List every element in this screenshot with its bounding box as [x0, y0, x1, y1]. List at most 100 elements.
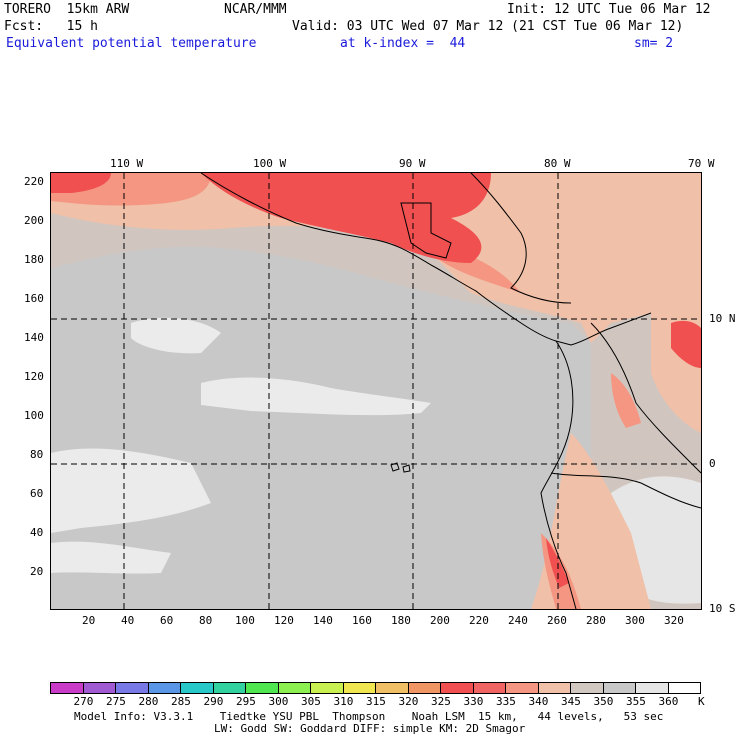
- lat-label-0: 0: [709, 457, 716, 470]
- model-info-line1: Model Info: V3.3.1 Tiedtke YSU PBL Thomp…: [74, 710, 664, 723]
- colorbar-label: 285: [171, 695, 191, 708]
- map-field-svg: [51, 173, 701, 609]
- colorbar-swatch: [277, 682, 311, 694]
- colorbar-label: 360: [658, 695, 679, 708]
- y-tick: 160: [24, 292, 44, 305]
- colorbar-swatch: [115, 682, 149, 694]
- forecast-hour: Fcst: 15 h: [4, 19, 98, 34]
- y-tick: 120: [24, 370, 44, 383]
- x-tick: 20: [82, 614, 96, 627]
- colorbar-label: 325: [431, 695, 451, 708]
- colorbar-label: 315: [366, 695, 386, 708]
- y-tick: 180: [24, 253, 44, 266]
- colorbar-label: 275: [106, 695, 126, 708]
- y-tick: 140: [24, 331, 44, 344]
- init-time: Init: 12 UTC Tue 06 Mar 12: [507, 2, 711, 17]
- colorbar-swatch: [212, 682, 246, 694]
- x-tick: 100: [235, 614, 255, 627]
- colorbar-swatch: [440, 682, 474, 694]
- x-tick: 220: [469, 614, 489, 627]
- colorbar-swatch: [602, 682, 636, 694]
- lat-label-10n: 10 N: [709, 312, 736, 325]
- y-tick: 20: [30, 565, 44, 578]
- colorbar-label: 305: [301, 695, 321, 708]
- colorbar-swatch: [50, 682, 84, 694]
- x-tick: 260: [547, 614, 567, 627]
- colorbar-swatch: [667, 682, 701, 694]
- x-tick: 180: [391, 614, 411, 627]
- valid-time: Valid: 03 UTC Wed 07 Mar 12 (21 CST Tue …: [292, 19, 684, 34]
- field-340k-land: [51, 173, 701, 343]
- colorbar-swatch: [245, 682, 279, 694]
- colorbar-label: 290: [203, 695, 224, 708]
- colorbar-swatch: [375, 682, 409, 694]
- lon-label-100w: 100 W: [253, 157, 287, 170]
- x-tick: 280: [586, 614, 606, 627]
- colorbar-unit: K: [698, 695, 705, 708]
- field-330k: [671, 320, 701, 368]
- field-335k: [611, 373, 641, 428]
- colorbar-label: 300: [268, 695, 289, 708]
- model-info-line2: LW: Godd SW: Goddard DIFF: simple KM: 2D…: [214, 722, 526, 735]
- colorbar-swatch: [537, 682, 571, 694]
- y-tick: 80: [30, 448, 44, 461]
- field-355k-patch: [51, 448, 211, 533]
- colorbar-label: 355: [626, 695, 646, 708]
- colorbar-label: 295: [236, 695, 256, 708]
- colorbar-label: 340: [528, 695, 549, 708]
- colorbar-label: 270: [73, 695, 94, 708]
- lon-label-90w: 90 W: [399, 157, 426, 170]
- colorbar-label: 330: [463, 695, 484, 708]
- coastline-pacific: [200, 173, 652, 346]
- colorbar-swatch: [570, 682, 604, 694]
- field-name: Equivalent potential temperature: [6, 36, 257, 51]
- x-tick: 200: [430, 614, 450, 627]
- colorbar-swatch: [407, 682, 441, 694]
- colorbar-swatch: [82, 682, 116, 694]
- border-ecuador-peru: [550, 472, 701, 509]
- x-tick: 80: [199, 614, 213, 627]
- field-355k-patch: [201, 377, 431, 416]
- center-label: NCAR/MMM: [224, 2, 287, 17]
- lon-label-70w: 70 W: [688, 157, 715, 170]
- field-355k-patch: [131, 317, 221, 354]
- x-tick: 320: [664, 614, 684, 627]
- colorbar-label: 345: [561, 695, 581, 708]
- x-tick: 300: [625, 614, 645, 627]
- border-colombia: [590, 322, 701, 474]
- y-tick: 60: [30, 487, 44, 500]
- colorbar-swatch: [635, 682, 669, 694]
- y-tick: 220: [24, 175, 44, 188]
- colorbar: [50, 682, 701, 694]
- colorbar-swatch: [472, 682, 506, 694]
- map-gridlines: [51, 173, 701, 609]
- field-355k-patch: [51, 541, 171, 574]
- colorbar-label: 335: [496, 695, 516, 708]
- y-tick: 40: [30, 526, 44, 539]
- coastline-south-america: [540, 340, 577, 609]
- lat-label-10s: 10 S: [709, 602, 736, 615]
- lon-label-110w: 110 W: [110, 157, 144, 170]
- colorbar-swatch: [342, 682, 376, 694]
- x-tick: 40: [121, 614, 135, 627]
- field-330k: [201, 173, 491, 263]
- colorbar-swatch: [147, 682, 181, 694]
- colorbar-label: 350: [593, 695, 614, 708]
- smoothing-label: sm= 2: [634, 36, 674, 51]
- x-tick: 140: [313, 614, 333, 627]
- lon-label-80w: 80 W: [544, 157, 571, 170]
- coastline-caribbean: [470, 173, 572, 304]
- y-tick: 200: [24, 214, 44, 227]
- colorbar-swatch: [180, 682, 214, 694]
- level-label: at k-index = 44: [340, 36, 466, 51]
- x-tick: 60: [160, 614, 174, 627]
- x-tick: 160: [352, 614, 372, 627]
- colorbar-label: 280: [138, 695, 159, 708]
- colorbar-swatch: [310, 682, 344, 694]
- theta-e-map: [50, 172, 702, 610]
- x-tick: 240: [508, 614, 528, 627]
- model-title: TORERO 15km ARW: [4, 2, 130, 17]
- y-tick: 100: [24, 409, 44, 422]
- field-330k: [51, 173, 111, 193]
- colorbar-swatch: [505, 682, 539, 694]
